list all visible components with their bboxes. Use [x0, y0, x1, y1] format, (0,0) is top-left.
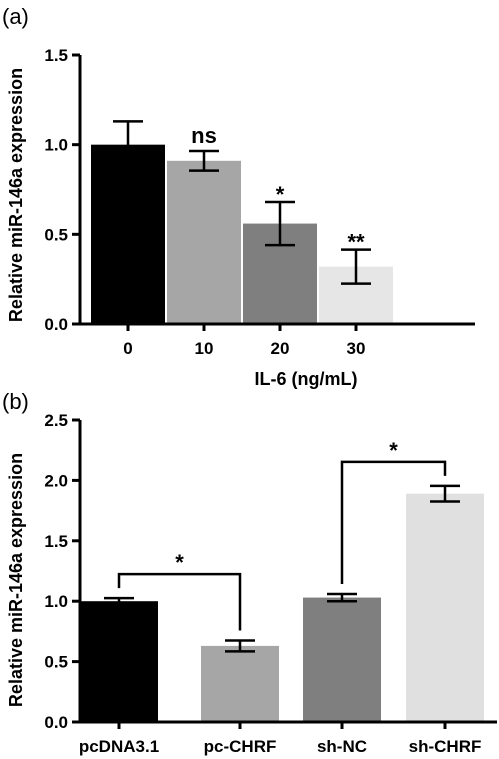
panel-b-chart: (b) Relative miR-146a expression ** 0.00…: [2, 389, 497, 756]
y-tick-label: 2.5: [44, 411, 68, 430]
panel-b-ylabel: Relative miR-146a expression: [6, 453, 26, 707]
panel-b-y-ticks: 0.0 0.5 1.0 1.5 2.0 2.5: [44, 411, 80, 732]
panel-b-axes: [78, 420, 497, 724]
panel-b-brackets: **: [117, 438, 447, 631]
error-bar: [327, 592, 357, 603]
x-tick-label: 30: [347, 339, 366, 358]
panel-a-error-bars: [113, 120, 371, 285]
y-tick-label: 1.5: [44, 46, 68, 65]
y-tick-label: 0.5: [44, 653, 68, 672]
panel-a-label: (a): [2, 4, 29, 29]
bar-pc-CHRF: [201, 645, 279, 722]
y-tick-label: 1.0: [44, 592, 68, 611]
error-bar: [430, 484, 460, 503]
bracket-label: *: [389, 438, 398, 463]
panel-a-x-ticks: 0 10 20 30: [123, 324, 365, 358]
y-tick-label: 0.5: [44, 225, 68, 244]
bar-pcDNA3.1: [80, 601, 158, 722]
panel-a-xlabel: IL-6 (ng/mL): [255, 369, 358, 389]
y-tick-label: 0.0: [44, 713, 68, 732]
significance-bracket: [117, 572, 242, 631]
x-tick-label: 0: [123, 339, 132, 358]
panel-b-x-ticks: pcDNA3.1 pc-CHRF sh-NC sh-CHRF: [79, 722, 482, 756]
x-tick-label: sh-CHRF: [409, 737, 482, 756]
significance-label: *: [276, 182, 285, 207]
bar-10: [167, 160, 241, 324]
x-tick-label: pc-CHRF: [204, 737, 277, 756]
x-tick-label: 20: [271, 339, 290, 358]
error-bar: [104, 596, 134, 606]
panel-a-chart: (a) Relative miR-146a expression IL-6 (n…: [2, 4, 475, 389]
panel-a-ylabel: Relative miR-146a expression: [6, 68, 26, 322]
bar-0: [91, 144, 165, 324]
bar-sh-CHRF: [406, 493, 484, 722]
error-bar: [225, 639, 255, 653]
panel-b-bars: [80, 493, 484, 722]
bar-sh-NC: [303, 597, 381, 722]
y-tick-label: 1.5: [44, 532, 68, 551]
error-bar: [265, 200, 295, 247]
bracket-label: *: [175, 550, 184, 575]
panel-a-axes: [78, 55, 475, 326]
panel-b-error-bars: [104, 484, 460, 653]
significance-bracket: [340, 460, 447, 584]
error-bar: [189, 149, 219, 172]
panel-b-label: (b): [2, 389, 29, 414]
significance-label: ns: [191, 123, 217, 148]
error-bar: [113, 120, 143, 170]
y-tick-label: 2.0: [44, 471, 68, 490]
significance-label: **: [347, 230, 365, 255]
y-tick-label: 0.0: [44, 315, 68, 334]
panel-a-y-ticks: 0.0 0.5 1.0 1.5: [44, 46, 80, 334]
x-tick-label: pcDNA3.1: [79, 737, 159, 756]
panel-a-significance: ns***: [191, 123, 365, 255]
x-tick-label: 10: [195, 339, 214, 358]
error-bar: [341, 248, 371, 285]
x-tick-label: sh-NC: [317, 737, 367, 756]
y-tick-label: 1.0: [44, 136, 68, 155]
